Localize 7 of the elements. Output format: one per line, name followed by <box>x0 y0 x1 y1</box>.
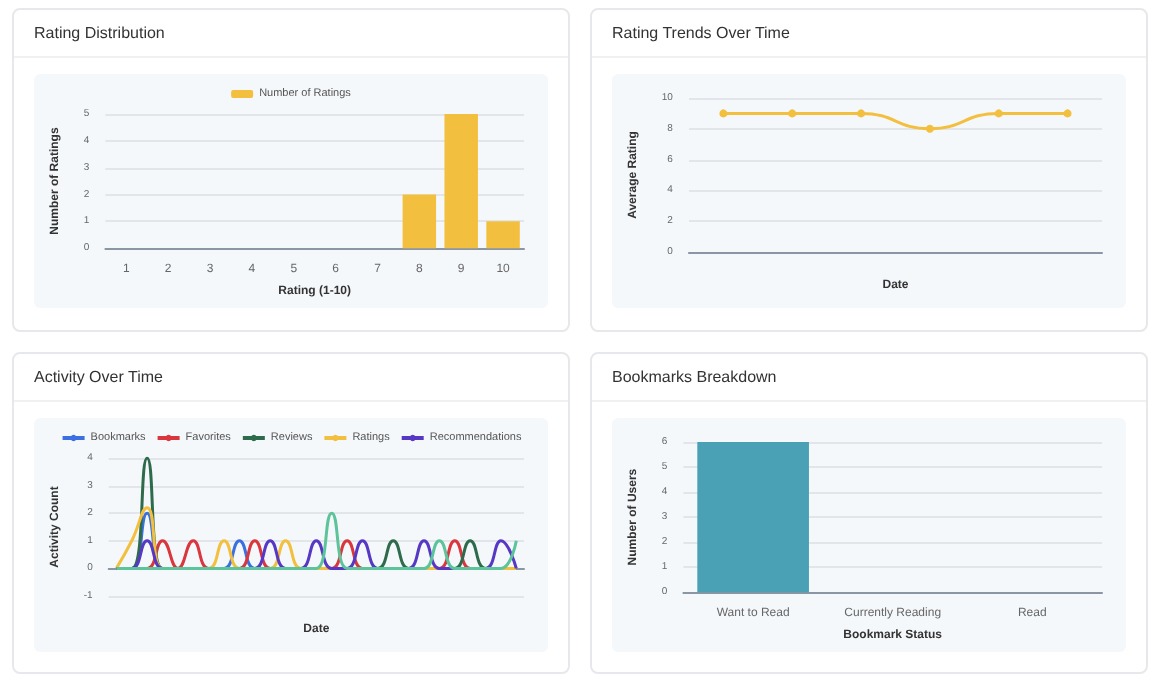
chart-title: Activity Over Time <box>14 353 568 401</box>
chart-title: Rating Trends Over Time <box>592 10 1146 58</box>
bar <box>402 194 437 249</box>
bar <box>486 221 520 249</box>
bar <box>444 114 478 249</box>
chart-title: Bookmarks Breakdown <box>592 353 1146 401</box>
chart-title: Rating Distribution <box>14 10 568 58</box>
